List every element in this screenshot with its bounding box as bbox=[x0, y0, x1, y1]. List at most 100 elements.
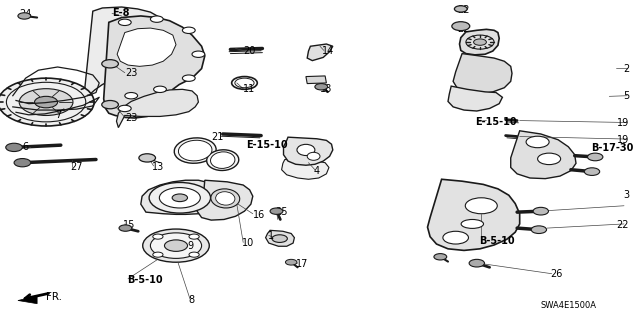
Text: B-5-10: B-5-10 bbox=[127, 275, 163, 285]
Circle shape bbox=[102, 60, 118, 68]
Text: 20: 20 bbox=[243, 46, 255, 56]
Circle shape bbox=[125, 93, 138, 99]
Circle shape bbox=[531, 226, 547, 234]
Ellipse shape bbox=[461, 219, 484, 228]
Circle shape bbox=[6, 143, 22, 152]
Polygon shape bbox=[306, 76, 326, 84]
Ellipse shape bbox=[307, 152, 320, 160]
Polygon shape bbox=[83, 7, 163, 104]
Text: 21: 21 bbox=[211, 132, 223, 142]
Circle shape bbox=[533, 207, 548, 215]
Text: 24: 24 bbox=[19, 9, 31, 19]
Text: E-15-10: E-15-10 bbox=[475, 117, 516, 127]
Polygon shape bbox=[284, 137, 333, 165]
Text: E-15-10: E-15-10 bbox=[246, 140, 288, 150]
Text: 19: 19 bbox=[617, 135, 629, 145]
Circle shape bbox=[118, 105, 131, 112]
Circle shape bbox=[139, 154, 156, 162]
Circle shape bbox=[14, 159, 31, 167]
Text: 17: 17 bbox=[296, 259, 308, 269]
Polygon shape bbox=[460, 29, 499, 55]
Polygon shape bbox=[307, 44, 333, 61]
Circle shape bbox=[102, 100, 118, 109]
Ellipse shape bbox=[216, 192, 235, 205]
Circle shape bbox=[182, 27, 195, 33]
Text: 25: 25 bbox=[275, 207, 288, 217]
Circle shape bbox=[469, 259, 484, 267]
Circle shape bbox=[149, 182, 211, 213]
Text: 22: 22 bbox=[458, 4, 470, 15]
Text: 22: 22 bbox=[458, 24, 470, 34]
Circle shape bbox=[172, 194, 188, 202]
Ellipse shape bbox=[211, 152, 235, 168]
Ellipse shape bbox=[207, 150, 239, 170]
Polygon shape bbox=[453, 54, 512, 94]
Text: 2: 2 bbox=[623, 63, 629, 74]
Polygon shape bbox=[511, 131, 576, 179]
Text: SWA4E1500A: SWA4E1500A bbox=[541, 301, 596, 310]
Ellipse shape bbox=[297, 144, 315, 155]
Circle shape bbox=[182, 75, 195, 81]
Text: 1: 1 bbox=[268, 231, 274, 241]
Text: 6: 6 bbox=[22, 142, 29, 152]
Circle shape bbox=[452, 22, 470, 31]
Circle shape bbox=[434, 254, 447, 260]
Polygon shape bbox=[116, 89, 198, 128]
Polygon shape bbox=[266, 230, 294, 246]
Circle shape bbox=[19, 89, 73, 115]
Circle shape bbox=[584, 168, 600, 175]
Circle shape bbox=[526, 136, 549, 148]
Ellipse shape bbox=[179, 140, 212, 161]
Text: 7: 7 bbox=[56, 110, 62, 120]
Circle shape bbox=[159, 188, 200, 208]
Polygon shape bbox=[448, 86, 502, 111]
Text: 14: 14 bbox=[322, 46, 334, 56]
Circle shape bbox=[119, 225, 132, 231]
Text: 16: 16 bbox=[253, 210, 265, 220]
Circle shape bbox=[272, 235, 287, 242]
Text: 10: 10 bbox=[242, 238, 254, 248]
Text: 15: 15 bbox=[123, 220, 135, 230]
Ellipse shape bbox=[174, 138, 216, 163]
Polygon shape bbox=[104, 16, 205, 118]
Text: 22: 22 bbox=[616, 220, 629, 230]
Text: B-5-10: B-5-10 bbox=[479, 236, 515, 246]
Text: 8: 8 bbox=[189, 295, 195, 305]
Circle shape bbox=[0, 78, 94, 126]
Circle shape bbox=[588, 153, 603, 161]
Text: 23: 23 bbox=[125, 113, 137, 123]
Circle shape bbox=[270, 208, 283, 214]
Circle shape bbox=[315, 84, 328, 90]
Circle shape bbox=[35, 96, 58, 108]
Circle shape bbox=[189, 252, 199, 257]
Circle shape bbox=[443, 231, 468, 244]
Text: 27: 27 bbox=[70, 162, 83, 173]
Text: 5: 5 bbox=[623, 91, 629, 101]
Text: 12: 12 bbox=[163, 191, 175, 201]
Circle shape bbox=[150, 16, 163, 22]
Polygon shape bbox=[428, 179, 520, 250]
Polygon shape bbox=[18, 296, 37, 304]
Text: 18: 18 bbox=[320, 84, 332, 94]
Polygon shape bbox=[117, 28, 176, 66]
Text: FR.: FR. bbox=[46, 292, 62, 302]
Text: 19: 19 bbox=[617, 118, 629, 128]
Text: 11: 11 bbox=[243, 84, 255, 94]
Polygon shape bbox=[141, 180, 218, 214]
Circle shape bbox=[118, 19, 131, 26]
Text: 9: 9 bbox=[188, 241, 194, 251]
Polygon shape bbox=[197, 180, 253, 220]
Text: 4: 4 bbox=[314, 166, 320, 176]
Text: 3: 3 bbox=[623, 189, 629, 200]
Circle shape bbox=[150, 233, 202, 258]
Circle shape bbox=[18, 13, 31, 19]
Ellipse shape bbox=[211, 189, 240, 208]
Text: 23: 23 bbox=[125, 68, 137, 78]
Text: 13: 13 bbox=[152, 161, 164, 172]
Text: E-8: E-8 bbox=[112, 8, 129, 18]
Circle shape bbox=[285, 259, 297, 265]
Circle shape bbox=[465, 198, 497, 214]
Circle shape bbox=[164, 240, 188, 251]
Circle shape bbox=[538, 153, 561, 165]
Text: B-17-30: B-17-30 bbox=[591, 143, 634, 153]
